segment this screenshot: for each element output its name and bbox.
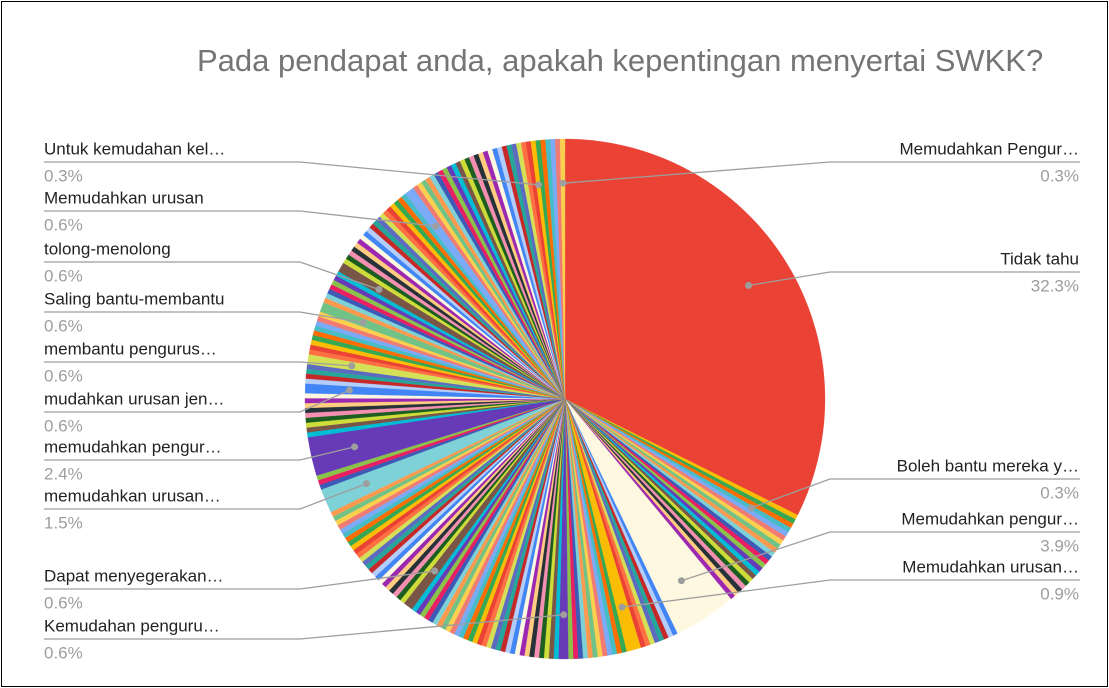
leader-dot: [431, 567, 439, 575]
slice-label: tolong-menolong: [44, 239, 171, 258]
slice-value-label: 0.3%: [1040, 483, 1079, 502]
slice-label: Dapat menyegerakan…: [44, 566, 224, 585]
leader-line: [44, 261, 380, 291]
slice-value-label: 0.6%: [44, 316, 83, 335]
leader-dot: [745, 281, 753, 289]
slice-label: membantu pengurus…: [44, 339, 217, 358]
leader-line: [751, 478, 1080, 509]
slice-label: Memudahkan urusan: [44, 188, 204, 207]
leader-dot: [348, 362, 356, 370]
leader-dot: [618, 603, 626, 611]
slice-label: Tidak tahu: [1000, 249, 1079, 268]
leader-line: [44, 483, 367, 510]
leader-line: [681, 531, 1080, 582]
leader-dot: [747, 504, 755, 512]
slice-label: memudahkan urusan…: [44, 486, 221, 505]
leader-dot: [560, 611, 568, 619]
slice-label: memudahkan pengur…: [44, 437, 222, 456]
slice-value-label: 0.6%: [44, 366, 83, 385]
leader-line: [44, 446, 355, 461]
pie-slice: [564, 138, 826, 516]
leader-dot: [375, 286, 383, 294]
leader-dot: [432, 222, 440, 230]
slice-value-label: 32.3%: [1031, 276, 1079, 295]
chart-title: Pada pendapat anda, apakah kepentingan m…: [197, 43, 1044, 78]
slice-label: Boleh bantu mereka y…: [897, 456, 1079, 475]
leader-dot: [559, 179, 567, 187]
leader-line: [748, 271, 1080, 287]
slice-value-label: 0.6%: [44, 593, 83, 612]
slice-value-label: 3.9%: [1040, 536, 1079, 555]
leader-line: [621, 579, 1080, 608]
slice-label: Kemudahan penguru…: [44, 616, 220, 635]
slice-label: mudahkan urusan jen…: [44, 389, 225, 408]
leader-line: [44, 614, 564, 640]
slice-label: Memudahkan Pengur…: [899, 139, 1079, 158]
slice-value-label: 0.9%: [1040, 584, 1079, 603]
slice-value-label: 1.5%: [44, 513, 83, 532]
pie-slice: [559, 138, 566, 400]
slice-label: Saling bantu-membantu: [44, 289, 225, 308]
slice-value-label: 0.6%: [44, 416, 83, 435]
slice-value-label: 2.4%: [44, 464, 83, 483]
leader-line: [44, 361, 352, 367]
leader-line: [562, 161, 1080, 184]
slice-value-label: 0.3%: [44, 166, 83, 185]
leader-line: [44, 210, 436, 227]
leader-dot: [535, 181, 543, 189]
slice-value-label: 0.6%: [44, 215, 83, 234]
leader-dot: [359, 319, 367, 327]
leader-line: [44, 570, 435, 590]
slice-value-label: 0.3%: [1040, 166, 1079, 185]
slice-label: Memudahkan pengur…: [901, 509, 1079, 528]
leader-line: [44, 161, 539, 186]
leader-line: [44, 389, 350, 413]
leader-dot: [345, 386, 353, 394]
slice-label: Memudahkan urusan…: [902, 557, 1079, 576]
slice-value-label: 0.6%: [44, 643, 83, 662]
leader-line: [44, 311, 364, 324]
leader-dot: [677, 577, 685, 585]
slice-value-label: 0.6%: [44, 266, 83, 285]
slice-label: Untuk kemudahan kel…: [44, 139, 225, 158]
leader-dot: [351, 443, 359, 451]
leader-dot: [362, 480, 370, 488]
